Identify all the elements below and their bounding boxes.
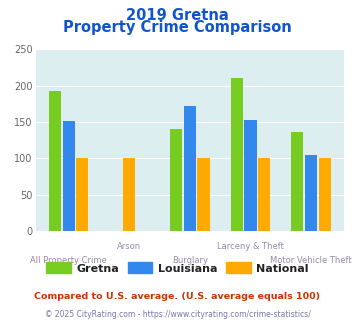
Bar bbox=[184, 106, 196, 231]
Bar bbox=[63, 121, 75, 231]
Text: Larceny & Theft: Larceny & Theft bbox=[217, 242, 284, 251]
Bar bbox=[305, 155, 317, 231]
Bar bbox=[231, 78, 243, 231]
Legend: Gretna, Louisiana, National: Gretna, Louisiana, National bbox=[42, 258, 313, 278]
Bar bbox=[76, 158, 88, 231]
Bar bbox=[258, 158, 270, 231]
Text: All Property Crime: All Property Crime bbox=[31, 256, 107, 265]
Bar bbox=[123, 158, 135, 231]
Text: Compared to U.S. average. (U.S. average equals 100): Compared to U.S. average. (U.S. average … bbox=[34, 292, 321, 301]
Bar bbox=[291, 132, 304, 231]
Text: Burglary: Burglary bbox=[172, 256, 208, 265]
Text: 2019 Gretna: 2019 Gretna bbox=[126, 8, 229, 23]
Text: © 2025 CityRating.com - https://www.cityrating.com/crime-statistics/: © 2025 CityRating.com - https://www.city… bbox=[45, 310, 310, 319]
Bar bbox=[319, 158, 331, 231]
Bar bbox=[49, 91, 61, 231]
Bar bbox=[170, 129, 182, 231]
Text: Arson: Arson bbox=[117, 242, 141, 251]
Bar bbox=[197, 158, 209, 231]
Text: Motor Vehicle Theft: Motor Vehicle Theft bbox=[270, 256, 352, 265]
Text: Property Crime Comparison: Property Crime Comparison bbox=[63, 20, 292, 35]
Bar bbox=[245, 120, 257, 231]
